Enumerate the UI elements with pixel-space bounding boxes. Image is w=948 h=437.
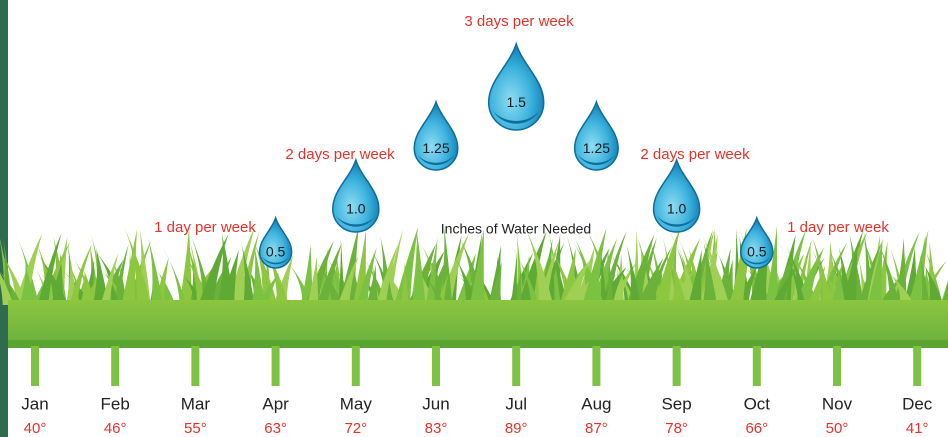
post: [191, 346, 199, 386]
month-label: Nov: [822, 394, 853, 413]
temperature-label: 40°: [24, 420, 47, 437]
frequency-label: 1 day per week: [787, 219, 889, 236]
drop: [414, 102, 458, 170]
frequency-label: 3 days per week: [464, 13, 574, 30]
post: [272, 346, 280, 386]
title: Inches of Water Needed: [441, 221, 591, 237]
month-label: Dec: [902, 394, 933, 413]
month-label: Sep: [661, 394, 691, 413]
drop-value: 1.0: [667, 201, 687, 217]
month-label: Aug: [581, 394, 611, 413]
temperature-label: 66°: [745, 420, 768, 437]
drop-value: 1.25: [583, 140, 610, 156]
temperature-label: 46°: [104, 420, 127, 437]
post: [673, 346, 681, 386]
month-label: Feb: [101, 394, 130, 413]
temperature-label: 63°: [264, 420, 287, 437]
left-edge: [0, 0, 8, 437]
post: [512, 346, 520, 386]
ground-edge: [8, 340, 948, 348]
drop-value: 0.5: [266, 244, 286, 260]
drop-value: 1.0: [346, 201, 366, 217]
temperature-label: 50°: [826, 420, 849, 437]
post: [833, 346, 841, 386]
month-label: Jan: [21, 394, 48, 413]
post: [111, 346, 119, 386]
temperature-label: 83°: [425, 420, 448, 437]
temperature-label: 89°: [505, 420, 528, 437]
month-label: Jun: [422, 394, 449, 413]
post: [31, 346, 39, 386]
grass-blade: [941, 262, 948, 305]
month-label: Jul: [505, 394, 527, 413]
drop: [489, 44, 544, 130]
drop: [575, 102, 619, 170]
temperature-label: 55°: [184, 420, 207, 437]
month-label: Mar: [181, 394, 211, 413]
month-label: Apr: [262, 394, 289, 413]
frequency-label: 2 days per week: [640, 146, 750, 163]
drop: [654, 160, 700, 232]
temperature-label: 41°: [906, 420, 929, 437]
post: [753, 346, 761, 386]
post: [432, 346, 440, 386]
post: [352, 346, 360, 386]
frequency-label: 2 days per week: [285, 146, 395, 163]
posts: [31, 346, 921, 386]
post: [592, 346, 600, 386]
grass-blade: [148, 238, 163, 305]
temperature-label: 78°: [665, 420, 688, 437]
drop-value: 1.5: [506, 94, 526, 110]
ground: [8, 300, 948, 342]
drop-value: 0.5: [747, 244, 767, 260]
infographic: 0.5 1.0 1.25 1.5 1.25 1.0 0.5 1 day per week 2…: [0, 0, 948, 437]
drop: [333, 160, 379, 232]
drop-value: 1.25: [422, 140, 449, 156]
temperature-label: 87°: [585, 420, 608, 437]
temperature-label: 72°: [344, 420, 367, 437]
frequency-label: 1 day per week: [154, 219, 256, 236]
grass: [0, 226, 948, 305]
post: [913, 346, 921, 386]
month-label: Oct: [744, 394, 771, 413]
month-label: May: [340, 394, 373, 413]
